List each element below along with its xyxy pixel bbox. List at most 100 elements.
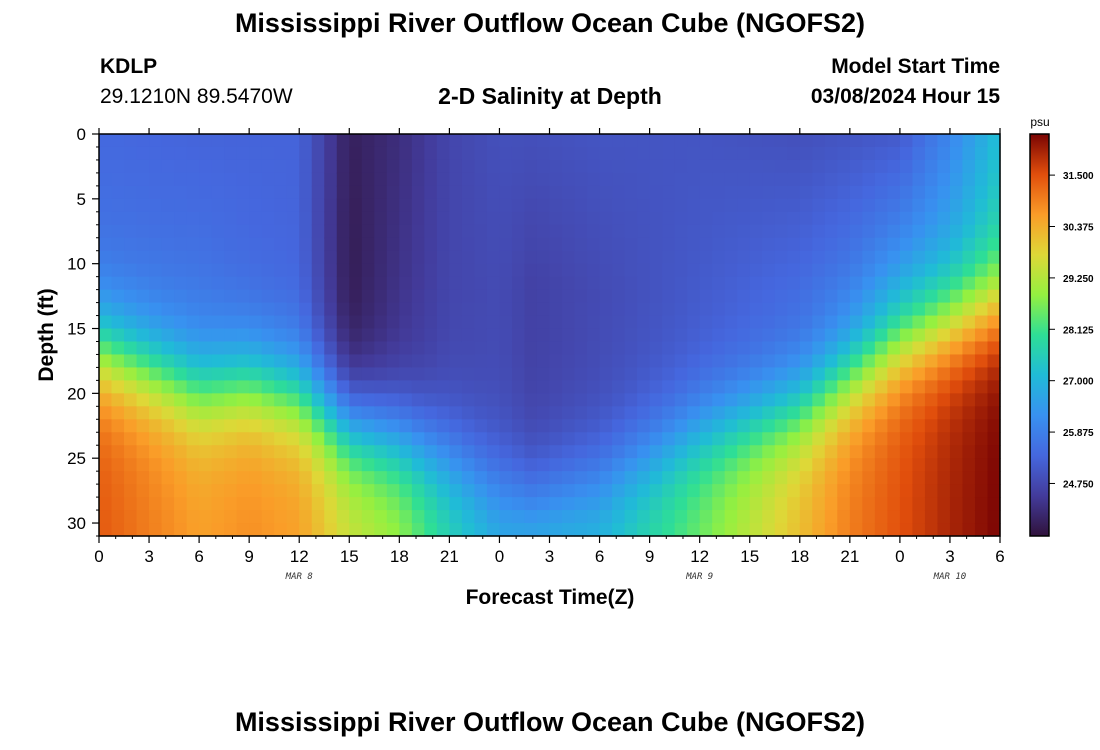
heatmap-cell xyxy=(649,146,663,161)
heatmap-cell xyxy=(574,172,588,187)
heatmap-cell xyxy=(699,237,713,252)
heatmap-cell xyxy=(299,367,313,381)
heatmap-cell xyxy=(612,276,626,291)
heatmap-cell xyxy=(862,276,876,291)
heatmap-cell xyxy=(674,484,688,498)
heatmap-cell xyxy=(174,159,188,174)
heatmap-cell xyxy=(599,224,613,239)
heatmap-cell xyxy=(99,159,113,174)
heatmap-cell xyxy=(199,419,213,433)
heatmap-cell xyxy=(486,250,501,265)
heatmap-cell xyxy=(424,510,438,524)
heatmap-cell xyxy=(336,211,350,226)
heatmap-cell xyxy=(174,302,188,317)
heatmap-cell xyxy=(712,354,726,369)
heatmap-cell xyxy=(562,250,576,265)
heatmap-cell xyxy=(274,250,288,265)
heatmap-cell xyxy=(349,289,363,304)
heatmap-cell xyxy=(699,276,713,291)
heatmap-cell xyxy=(874,211,888,226)
heatmap-cell xyxy=(762,224,776,239)
heatmap-cell xyxy=(974,354,989,369)
heatmap-cell xyxy=(411,185,425,200)
heatmap-cell xyxy=(136,419,150,433)
heatmap-cell xyxy=(724,510,738,524)
heatmap-cell xyxy=(924,276,939,291)
heatmap-cell xyxy=(174,224,188,239)
heatmap-cell xyxy=(874,432,888,446)
heatmap-cell xyxy=(687,315,701,330)
heatmap-cell xyxy=(411,159,425,174)
heatmap-cell xyxy=(649,497,663,511)
heatmap-cell xyxy=(549,237,563,252)
heatmap-cell xyxy=(937,159,951,174)
heatmap-cell xyxy=(461,328,476,343)
heatmap-cell xyxy=(111,458,125,472)
heatmap-cell xyxy=(299,341,313,356)
heatmap-cell xyxy=(324,484,338,498)
heatmap-cell xyxy=(862,263,876,278)
heatmap-cell xyxy=(536,341,551,356)
heatmap-cell xyxy=(574,302,588,317)
heatmap-cell xyxy=(974,523,989,537)
date-label: MAR 8 xyxy=(285,572,313,582)
heatmap-cell xyxy=(99,146,113,161)
heatmap-cell xyxy=(336,302,350,317)
heatmap-cell xyxy=(211,432,225,446)
heatmap-cell xyxy=(474,315,488,330)
heatmap-cell xyxy=(574,276,588,291)
heatmap-cell xyxy=(361,276,375,291)
heatmap-cell xyxy=(987,380,1001,394)
heatmap-cell xyxy=(662,471,676,485)
heatmap-cell xyxy=(149,419,163,433)
heatmap-cell xyxy=(662,367,676,381)
heatmap-cell xyxy=(799,393,813,407)
heatmap-cell xyxy=(637,315,651,330)
heatmap-cell xyxy=(949,315,964,330)
heatmap-cell xyxy=(737,185,751,200)
heatmap-cell xyxy=(824,523,838,537)
heatmap-cell xyxy=(111,276,125,291)
heatmap-cell xyxy=(937,276,951,291)
heatmap-cell xyxy=(562,185,576,200)
heatmap-cell xyxy=(474,497,488,511)
heatmap-cell xyxy=(949,237,964,252)
heatmap-cell xyxy=(399,315,413,330)
heatmap-cell xyxy=(361,484,375,498)
heatmap-cell xyxy=(624,146,638,161)
heatmap-cell xyxy=(149,237,163,252)
heatmap-cell xyxy=(324,367,338,381)
heatmap-cell xyxy=(874,497,888,511)
heatmap-cell xyxy=(612,146,626,161)
heatmap-cell xyxy=(374,146,388,161)
chart-subtitle: 2-D Salinity at Depth xyxy=(438,83,662,109)
heatmap-cell xyxy=(649,185,663,200)
heatmap-cell xyxy=(824,354,838,369)
heatmap-cell xyxy=(912,393,926,407)
heatmap-cell xyxy=(324,263,338,278)
heatmap-cell xyxy=(374,367,388,381)
heatmap-cell xyxy=(211,354,225,369)
heatmap-cell xyxy=(111,367,125,381)
heatmap-cell xyxy=(136,159,150,174)
heatmap-cell xyxy=(687,302,701,317)
heatmap-cell xyxy=(762,354,776,369)
heatmap-cell xyxy=(649,134,663,148)
heatmap-cell xyxy=(374,315,388,330)
heatmap-cell xyxy=(211,172,225,187)
heatmap-cell xyxy=(286,185,300,200)
heatmap-cell xyxy=(299,172,313,187)
heatmap-cell xyxy=(161,393,175,407)
heatmap-cell xyxy=(774,445,788,459)
heatmap-cell xyxy=(887,406,901,420)
heatmap-cell xyxy=(499,328,513,343)
heatmap-cell xyxy=(599,134,613,148)
heatmap-cell xyxy=(424,484,438,498)
heatmap-cell xyxy=(637,302,651,317)
heatmap-cell xyxy=(386,471,400,485)
heatmap-cell xyxy=(274,341,288,356)
heatmap-cell xyxy=(286,211,300,226)
heatmap-cell xyxy=(249,406,263,420)
heatmap-cell xyxy=(524,276,538,291)
heatmap-cell xyxy=(286,237,300,252)
